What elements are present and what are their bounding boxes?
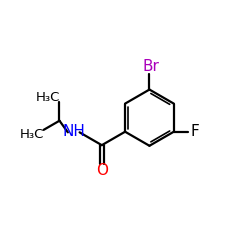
Text: H₃C: H₃C <box>36 92 60 104</box>
Text: NH: NH <box>62 124 85 138</box>
Text: Br: Br <box>142 59 159 74</box>
Text: H₃C: H₃C <box>20 128 44 141</box>
Text: O: O <box>96 163 108 178</box>
Text: F: F <box>190 124 199 139</box>
